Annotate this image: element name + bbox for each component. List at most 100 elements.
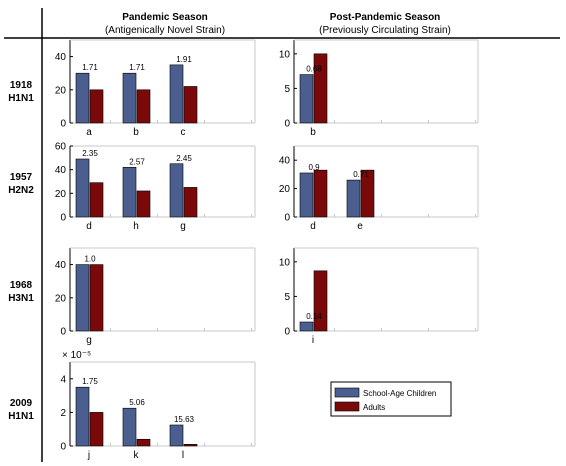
row-year-2009: 2009 <box>10 398 33 409</box>
data-label: 0.9 <box>308 163 320 172</box>
bar-a-children <box>75 72 90 124</box>
y-tick-label: 0 <box>60 442 66 453</box>
data-label: 1.75 <box>82 377 98 386</box>
y-tick-label: 40 <box>55 165 67 176</box>
panel-1968-pandemic: 0 20 40 1.0 g <box>55 247 256 346</box>
y-tick-label: 10 <box>279 49 291 60</box>
panel-2009-pandemic: 0 2 4 1.75 j 5.06 k 15.63 l × 10⁻⁵ <box>60 350 256 461</box>
legend-label-adults: Adults <box>363 403 385 412</box>
y-tick-label: 0 <box>60 213 66 224</box>
y-tick-label: 40 <box>55 52 67 63</box>
bar-h-adults <box>136 190 151 218</box>
category-label: e <box>357 221 363 232</box>
y-tick-label: 0 <box>60 327 66 338</box>
bar-l-children <box>169 424 184 447</box>
category-label: g <box>86 335 92 346</box>
bar-j-children <box>75 386 90 447</box>
y-tick-label: 20 <box>55 85 67 96</box>
bar-e-adults <box>360 169 375 218</box>
y-tick-label: 10 <box>279 257 291 268</box>
bar-k-adults <box>136 438 151 447</box>
bar-d-children <box>75 158 90 218</box>
legend-swatch-children <box>334 387 360 398</box>
bar-c-adults <box>183 86 198 124</box>
row-strain-1918: H1N1 <box>8 93 34 104</box>
category-label: c <box>181 127 186 138</box>
y-tick-label: 20 <box>279 184 291 195</box>
column-title-post-pandemic: Post-Pandemic Season <box>330 12 441 23</box>
bar-c-children <box>169 64 184 124</box>
data-label: 1.91 <box>176 55 192 64</box>
category-label: l <box>182 450 184 461</box>
data-label: 1.71 <box>82 63 98 72</box>
y-tick-label: 2 <box>60 408 66 419</box>
bar-b-adults <box>136 89 151 124</box>
data-label: 0.71 <box>353 170 369 179</box>
bar-j-adults <box>89 412 104 447</box>
data-label: 0.68 <box>306 65 322 74</box>
category-label: j <box>87 450 90 461</box>
bar-i-children <box>299 321 314 332</box>
bar-e-children <box>346 179 361 218</box>
panel-1918-pandemic: 0 20 40 1.71 a 1.71 b 1.91 c <box>55 39 256 138</box>
category-label: g <box>180 221 186 232</box>
bar-h-children <box>122 167 137 218</box>
bar-b-children <box>299 74 314 124</box>
y-tick-label: 20 <box>55 189 67 200</box>
bar-d-adults <box>89 182 104 218</box>
category-label: d <box>310 221 316 232</box>
bar-b-adults <box>313 53 328 124</box>
panel-1957-post-pandemic: 0 20 40 0.9 d 0.71 e <box>279 145 479 232</box>
row-year-1957: 1957 <box>10 172 33 183</box>
bar-g-adults <box>183 187 198 218</box>
bar-l-adults <box>183 444 198 447</box>
row-strain-1957: H2N2 <box>8 185 34 196</box>
bar-d-adults <box>313 169 328 218</box>
y-tick-label: 0 <box>284 327 290 338</box>
category-label: h <box>133 221 139 232</box>
bar-b-children <box>122 72 137 124</box>
row-strain-1968: H3N1 <box>8 293 34 304</box>
category-label: a <box>86 127 92 138</box>
y-tick-label: 0 <box>284 119 290 130</box>
data-label: 0.14 <box>306 312 322 321</box>
data-label: 2.35 <box>82 149 98 158</box>
column-subtitle-pandemic: (Antigenically Novel Strain) <box>105 25 225 36</box>
column-title-pandemic: Pandemic Season <box>122 12 208 23</box>
y-tick-label: 0 <box>284 213 290 224</box>
category-label: d <box>86 221 92 232</box>
data-label: 15.63 <box>174 415 195 424</box>
exponent-label: × 10⁻⁵ <box>62 350 91 361</box>
bar-g-children <box>75 264 90 332</box>
y-tick-label: 60 <box>55 142 67 153</box>
y-tick-label: 40 <box>55 260 67 271</box>
row-year-1918: 1918 <box>10 80 33 91</box>
data-label: 2.57 <box>129 157 145 166</box>
y-tick-label: 0 <box>60 119 66 130</box>
bar-i-adults <box>313 270 328 332</box>
data-label: 5.06 <box>129 398 145 407</box>
bar-d-children <box>299 172 314 218</box>
bar-a-adults <box>89 89 104 124</box>
legend-label-children: School-Age Children <box>363 389 436 398</box>
legend: School-Age Children Adults <box>330 381 452 417</box>
category-label: b <box>310 127 316 138</box>
bar-k-children <box>122 407 137 447</box>
category-label: k <box>134 450 140 461</box>
panel-1968-post-pandemic: 0 5 10 0.14 i <box>279 247 479 346</box>
y-tick-label: 20 <box>55 293 67 304</box>
legend-swatch-adults <box>334 401 360 412</box>
category-label: i <box>312 335 314 346</box>
panel-1957-pandemic: 0 20 40 60 2.35 d 2.57 h 2.45 g <box>55 142 256 232</box>
bar-g-adults <box>89 264 104 332</box>
category-label: b <box>133 127 139 138</box>
data-label: 2.45 <box>176 154 192 163</box>
y-tick-label: 5 <box>284 292 290 303</box>
data-label: 1.71 <box>129 63 145 72</box>
y-tick-label: 5 <box>284 84 290 95</box>
panel-1918-post-pandemic: 0 5 10 0.68 b <box>279 39 479 138</box>
y-tick-label: 4 <box>60 374 66 385</box>
y-tick-label: 40 <box>279 156 291 167</box>
row-year-1968: 1968 <box>10 280 33 291</box>
